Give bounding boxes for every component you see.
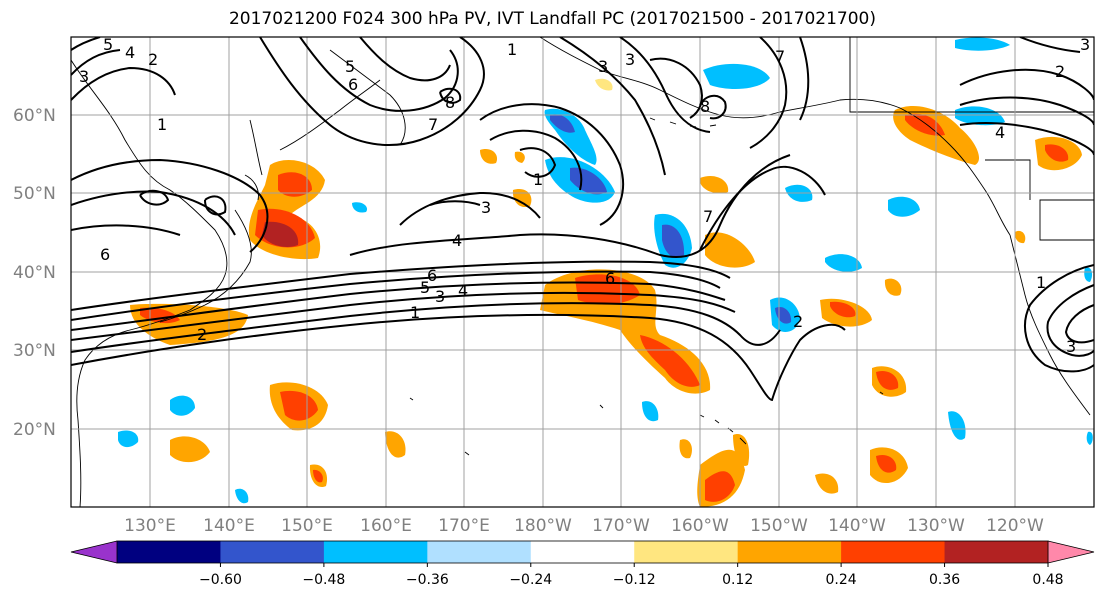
colorbar-frame — [116, 540, 1049, 564]
contour-label-8: 8 — [700, 97, 710, 116]
colorbar-tick-label: −0.24 — [509, 572, 552, 588]
colorbar-tick-label: −0.36 — [406, 572, 449, 588]
lon-label-130w: 130°W — [907, 516, 965, 536]
colorbar-tick-label: 0.36 — [929, 572, 960, 588]
contour-label-3b: 3 — [481, 198, 491, 217]
contour-label-1b: 1 — [157, 115, 167, 134]
contour-label-2: 2 — [197, 325, 207, 344]
map-content: 1 3 4 5 6 6 4 3 2 1 6 3 2 4 5 5 6 1 1 3 … — [71, 35, 1094, 507]
contour-label-2d: 2 — [793, 312, 803, 331]
latitude-labels: 60°N 50°N 40°N 30°N 20°N — [13, 106, 56, 440]
contour-label-8b: 8 — [445, 93, 455, 112]
lon-label-120w: 120°W — [986, 516, 1044, 536]
colorbar-extend-low — [71, 541, 117, 563]
lon-label-170e: 170°E — [438, 516, 490, 536]
contour-label-5: 5 — [420, 278, 430, 297]
contour-label-6d: 6 — [348, 75, 358, 94]
contour-label-7b: 7 — [428, 115, 438, 134]
contour-label-2c: 2 — [1055, 62, 1065, 81]
contour-label-4b: 4 — [452, 231, 462, 250]
contour-label-3g: 3 — [1066, 337, 1076, 356]
contour-label-7: 7 — [775, 47, 785, 66]
colorbar-tick-label: −0.12 — [613, 572, 656, 588]
pv-contours — [71, 37, 1094, 402]
contour-label-5c: 5 — [345, 57, 355, 76]
lat-label-20n: 20°N — [13, 420, 56, 440]
colorbar-extend-high — [1048, 541, 1094, 563]
lon-label-150e: 150°E — [281, 516, 333, 536]
colorbar-tick-label: 0.12 — [722, 572, 753, 588]
colorbar-tick-label: 0.24 — [826, 572, 857, 588]
colorbar: −0.60 −0.48 −0.36 −0.24 −0.12 0.12 0.24 0.36 0.4… — [70, 540, 1095, 588]
lon-label-140w: 140°W — [828, 516, 886, 536]
lon-label-170w: 170°W — [592, 516, 650, 536]
contour-label-4c: 4 — [125, 43, 135, 62]
colorbar-segment — [323, 541, 428, 563]
lon-label-130e: 130°E — [124, 516, 176, 536]
contour-label-1e: 1 — [1036, 273, 1046, 292]
colorbar-tick-label: −0.48 — [302, 572, 345, 588]
contour-label-5b: 5 — [103, 35, 113, 54]
contour-labels: 1 3 4 5 6 6 4 3 2 1 6 3 2 4 5 5 6 1 1 3 … — [79, 35, 1090, 356]
contour-label-3: 3 — [435, 287, 445, 306]
colorbar-segment — [944, 541, 1049, 563]
contour-label-3c: 3 — [79, 67, 89, 86]
map-title: 2017021200 F024 300 hPa PV, IVT Landfall… — [228, 9, 876, 29]
contour-label-1d: 1 — [533, 170, 543, 189]
lon-label-150w: 150°W — [750, 516, 808, 536]
map-frame — [70, 36, 1095, 508]
longitude-labels: 130°E 140°E 150°E 160°E 170°E 180°W 170°… — [124, 516, 1044, 536]
contour-label-3d: 3 — [598, 57, 608, 76]
lon-label-140e: 140°E — [203, 516, 255, 536]
contour-label-6b: 6 — [605, 269, 615, 288]
lon-label-160w: 160°W — [671, 516, 729, 536]
contour-label-4: 4 — [458, 281, 468, 300]
lon-label-160e: 160°E — [360, 516, 412, 536]
contour-label-7c: 7 — [703, 207, 713, 226]
colorbar-segment — [530, 541, 635, 563]
contour-label-2b: 2 — [148, 50, 158, 69]
contour-label-3f: 3 — [1080, 35, 1090, 54]
contour-label-6c: 6 — [100, 245, 110, 264]
contour-label-3e: 3 — [625, 50, 635, 69]
lon-label-180w: 180°W — [514, 516, 572, 536]
lat-label-40n: 40°N — [13, 263, 56, 283]
contour-label-1c: 1 — [507, 40, 517, 59]
lat-label-60n: 60°N — [13, 106, 56, 126]
colorbar-segment — [634, 541, 739, 563]
colorbar-segment — [427, 541, 532, 563]
colorbar-segment — [841, 541, 946, 563]
lat-label-50n: 50°N — [13, 184, 56, 204]
pv-anomaly-shading — [118, 37, 1093, 507]
colorbar-segment — [737, 541, 842, 563]
colorbar-segment — [220, 541, 325, 563]
lat-label-30n: 30°N — [13, 341, 56, 361]
contour-label-1: 1 — [410, 303, 420, 322]
colorbar-tick-label: −0.60 — [199, 572, 242, 588]
colorbar-segment — [117, 541, 221, 563]
colorbar-tick-label: 0.48 — [1032, 572, 1063, 588]
contour-label-4d: 4 — [995, 123, 1005, 142]
contour-label-6: 6 — [427, 266, 437, 285]
